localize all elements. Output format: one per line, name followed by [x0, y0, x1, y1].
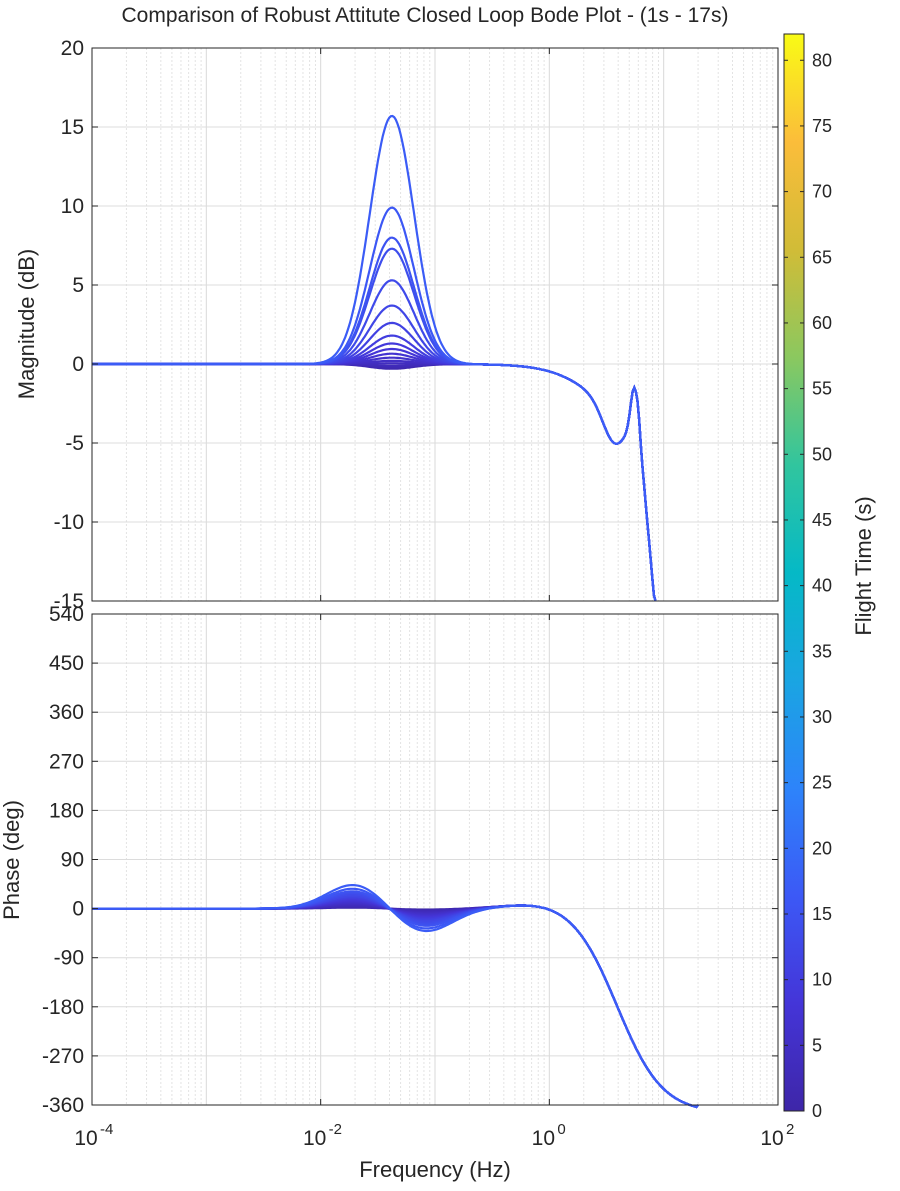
x-axis-label: Frequency (Hz)	[359, 1157, 511, 1182]
y-tick-label: 360	[49, 701, 84, 724]
y-tick-label: -270	[42, 1045, 84, 1068]
colorbar-tick-label: 5	[812, 1035, 822, 1055]
y-tick-label: -10	[54, 511, 84, 534]
y-tick-label: 540	[49, 603, 84, 626]
x-tick-label: 10	[74, 1127, 97, 1150]
y-tick-label: -360	[42, 1094, 84, 1117]
y-tick-label: -5	[65, 432, 84, 455]
colorbar-tick-label: 65	[812, 247, 832, 267]
phase-series	[92, 884, 699, 1109]
colorbar-tick-label: 25	[812, 773, 832, 793]
colorbar-tick-label: 0	[812, 1101, 822, 1121]
y-tick-label: -15	[54, 590, 84, 613]
y-tick-label: 0	[72, 898, 84, 921]
colorbar-gradient	[783, 33, 805, 1112]
colorbar-tick-label: 15	[812, 904, 832, 924]
colorbar-tick-label: 30	[812, 707, 832, 727]
magnitude-y-ticks: 20 15 10 5 0 -5 -10 -15	[54, 37, 778, 613]
magnitude-line	[92, 114, 657, 602]
x-tick-exponent: 2	[786, 1121, 794, 1138]
colorbar: 0 5 10 15 20 25 30 35 40 45 50 55 60 65 70 75 80 Flight …	[783, 33, 876, 1121]
chart-title: Comparison of Robust Attitute Closed Loo…	[122, 4, 729, 27]
y-tick-label: 180	[49, 799, 84, 822]
colorbar-tick-label: 50	[812, 444, 832, 464]
y-tick-label: 5	[72, 274, 84, 297]
magnitude-panel: 20 15 10 5 0 -5 -10 -15 Magnitude (dB)	[14, 37, 779, 613]
colorbar-tick-label: 75	[812, 116, 832, 136]
y-tick-label: 10	[61, 195, 84, 218]
magnitude-axes-box	[91, 47, 779, 602]
x-tick-exponent: 0	[557, 1121, 565, 1138]
x-tick-exponent: -4	[100, 1121, 113, 1138]
colorbar-tick-label: 10	[812, 970, 832, 990]
magnitude-series	[92, 114, 657, 602]
colorbar-label: Flight Time (s)	[851, 496, 876, 635]
colorbar-tick-label: 40	[812, 576, 832, 596]
x-tick-label: 10	[303, 1127, 326, 1150]
phase-grid	[92, 614, 778, 1105]
y-tick-label: 0	[72, 353, 84, 376]
magnitude-grid	[92, 48, 778, 601]
phase-y-ticks: 540 450 360 270 180 90 0 -90 -180 -270 -360	[42, 603, 778, 1117]
y-tick-label: -90	[54, 947, 84, 970]
y-tick-label: 15	[61, 116, 84, 139]
x-tick-labels: 10 -4 10 -2 10 0 10 2	[74, 48, 794, 1150]
y-tick-label: 450	[49, 652, 84, 675]
y-tick-label: 270	[49, 750, 84, 773]
phase-panel: 540 450 360 270 180 90 0 -90 -180 -270 -360 Phase …	[0, 603, 779, 1117]
x-tick-label: 10	[760, 1127, 783, 1150]
y-tick-label: 20	[61, 37, 84, 60]
phase-ylabel: Phase (deg)	[0, 800, 24, 920]
y-tick-label: -180	[42, 996, 84, 1019]
colorbar-tick-label: 35	[812, 641, 832, 661]
colorbar-tick-label: 60	[812, 313, 832, 333]
y-tick-label: 90	[61, 849, 84, 872]
x-tick-exponent: -2	[329, 1121, 342, 1138]
colorbar-tick-label: 55	[812, 379, 832, 399]
colorbar-tick-label: 45	[812, 510, 832, 530]
magnitude-ylabel: Magnitude (dB)	[14, 249, 39, 399]
colorbar-ticks: 0 5 10 15 20 25 30 35 40 45 50 55 60 65 70 75 80	[784, 50, 832, 1121]
colorbar-tick-label: 80	[812, 50, 832, 70]
colorbar-tick-label: 70	[812, 182, 832, 202]
x-tick-label: 10	[532, 1127, 555, 1150]
phase-line	[92, 884, 699, 1109]
colorbar-tick-label: 20	[812, 838, 832, 858]
